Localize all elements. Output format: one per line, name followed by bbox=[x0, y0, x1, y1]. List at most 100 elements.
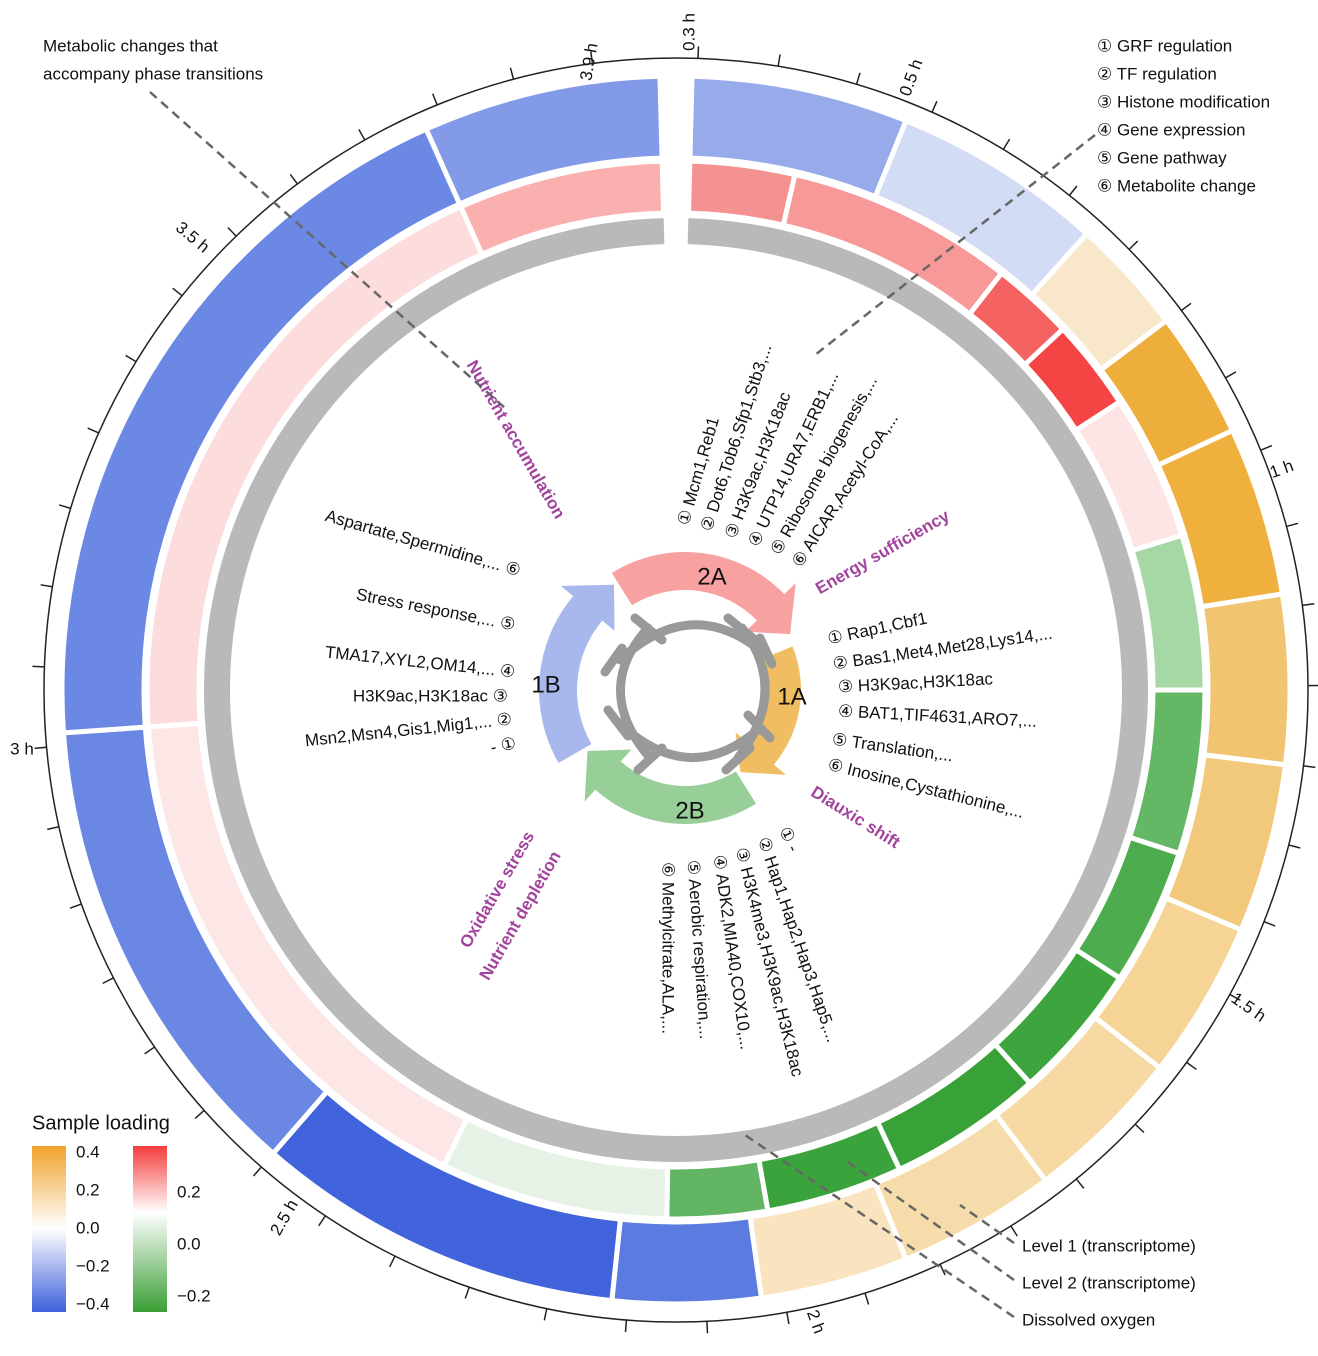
axis-tick bbox=[1180, 302, 1192, 312]
level1-segment bbox=[609, 1213, 765, 1307]
inhibition-bar bbox=[603, 705, 633, 741]
axis-tick bbox=[931, 100, 938, 113]
axis-tick bbox=[786, 1312, 790, 1325]
inhibition-bar bbox=[600, 643, 627, 677]
key-item: ⑤ Gene pathway bbox=[1097, 148, 1227, 167]
time-label: 1 h bbox=[1267, 456, 1296, 482]
module-arrow bbox=[611, 551, 796, 635]
module-arrow bbox=[539, 584, 615, 763]
axis-tick bbox=[34, 746, 47, 750]
module-item: ③ H3K9ac,H3K18ac bbox=[837, 669, 993, 696]
axis-tick bbox=[58, 504, 71, 510]
time-label: 2 h bbox=[803, 1307, 829, 1336]
leader-line bbox=[149, 91, 506, 409]
axis-tick bbox=[388, 1255, 396, 1268]
phase-label: Diauxic shift bbox=[808, 782, 904, 852]
module-item: - ① bbox=[489, 734, 518, 758]
inhibition-bar bbox=[633, 743, 667, 775]
annotation: Metabolic changes that bbox=[43, 36, 218, 55]
center-modules bbox=[539, 551, 801, 824]
module-arrow bbox=[584, 749, 757, 824]
level2-segment bbox=[664, 1156, 771, 1222]
inhibition-curve bbox=[615, 620, 765, 665]
colorbar-label: −0.2 bbox=[177, 1286, 211, 1305]
axis-tick bbox=[1260, 444, 1273, 451]
axis-tick bbox=[864, 1292, 870, 1305]
axis-tick bbox=[1128, 240, 1139, 250]
axis-circle bbox=[43, 57, 1309, 1323]
module-label: 2B bbox=[675, 797, 704, 824]
rings bbox=[32, 46, 1318, 1334]
ring-label: Level 2 (transcriptome) bbox=[1022, 1273, 1196, 1292]
module-item: ⑥ Methylcitrate,ALA,... bbox=[659, 862, 678, 1034]
time-label: 0.3 h bbox=[679, 13, 698, 51]
axis-tick bbox=[172, 287, 183, 297]
legend-title: Sample loading bbox=[32, 1112, 170, 1134]
axis-tick bbox=[144, 1046, 155, 1055]
time-label: 3 h bbox=[10, 739, 34, 758]
axis-tick bbox=[509, 67, 515, 80]
key-item: ⑥ Metabolite change bbox=[1097, 176, 1256, 195]
axis-tick bbox=[1075, 1178, 1085, 1189]
axis-tick bbox=[706, 1321, 709, 1334]
module-item: H3K9ac,H3K18ac ③ bbox=[353, 686, 508, 705]
ring-label: Level 1 (transcriptome) bbox=[1022, 1236, 1196, 1255]
module-label: 1A bbox=[777, 683, 806, 710]
axis-tick bbox=[1229, 993, 1241, 1001]
leader-line bbox=[959, 1203, 1015, 1245]
axis-tick bbox=[431, 93, 438, 106]
axis-tick bbox=[194, 1109, 205, 1119]
axis-tick bbox=[777, 54, 781, 67]
axis-tick bbox=[227, 227, 237, 237]
inhibition-curve bbox=[613, 717, 765, 762]
inhibition-bar bbox=[630, 613, 667, 645]
axis-tick bbox=[543, 1308, 548, 1321]
colorbar-label: 0.4 bbox=[76, 1142, 100, 1161]
key-item: ④ Gene expression bbox=[1097, 120, 1245, 139]
key-item: ① GRF regulation bbox=[1097, 36, 1232, 55]
axis-tick bbox=[1010, 1225, 1018, 1237]
module-item: ① - bbox=[775, 824, 803, 855]
colorbar bbox=[133, 1146, 167, 1312]
time-label: 3.5 h bbox=[172, 218, 213, 257]
axis-tick bbox=[1068, 185, 1078, 196]
axis-tick bbox=[318, 1215, 326, 1227]
axis-tick bbox=[1302, 602, 1315, 607]
axis-tick bbox=[464, 1286, 470, 1299]
colorbar-label: 0.2 bbox=[177, 1182, 201, 1201]
leader-line bbox=[744, 1133, 1015, 1319]
axis-tick bbox=[102, 977, 114, 985]
axis-tick bbox=[40, 584, 53, 588]
colorbar-label: 0.2 bbox=[76, 1180, 100, 1199]
annotation: accompany phase transitions bbox=[43, 64, 263, 83]
time-label: 1.5 h bbox=[1228, 989, 1270, 1026]
axis-tick bbox=[1134, 1123, 1145, 1134]
colorbar-label: −0.4 bbox=[76, 1294, 110, 1313]
axis-tick bbox=[1288, 844, 1301, 849]
axis-tick bbox=[590, 51, 594, 64]
colorbar-label: 0.0 bbox=[76, 1218, 100, 1237]
level1-segment bbox=[1198, 591, 1293, 768]
inhibition-bar bbox=[721, 743, 755, 775]
axis-tick bbox=[1303, 765, 1316, 769]
axis-tick bbox=[624, 1319, 628, 1333]
axis-tick bbox=[47, 826, 60, 831]
level2-segment bbox=[457, 158, 667, 258]
axis-tick bbox=[87, 427, 99, 434]
axis-tick bbox=[289, 173, 299, 185]
axis-tick bbox=[939, 1263, 946, 1276]
axis-tick bbox=[1002, 138, 1011, 150]
module-item: Aspartate,Spermidine,... ⑥ bbox=[323, 506, 523, 580]
axis-tick bbox=[252, 1166, 262, 1177]
axis-tick bbox=[1225, 371, 1237, 379]
module-item: Msn2,Msn4,Gis1,Mig1,... ② bbox=[304, 710, 513, 751]
inhibition-bar bbox=[743, 710, 775, 743]
time-label: 2.5 h bbox=[266, 1196, 301, 1238]
time-label: 3.9 h bbox=[576, 42, 601, 83]
colorbar-label: 0.0 bbox=[177, 1234, 201, 1253]
axis-tick bbox=[1263, 920, 1276, 927]
axis-tick bbox=[1286, 522, 1299, 528]
axis-tick bbox=[125, 354, 137, 363]
level2-segment bbox=[685, 158, 798, 229]
